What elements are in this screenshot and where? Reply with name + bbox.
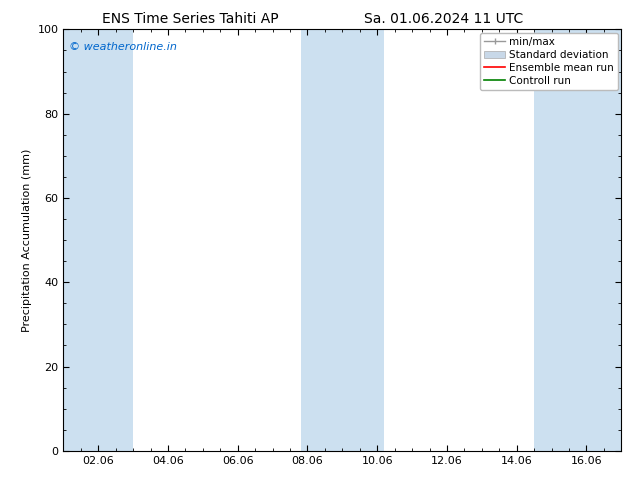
Bar xyxy=(301,29,384,451)
Bar xyxy=(534,29,621,451)
Bar xyxy=(63,29,133,451)
Text: © weatheronline.in: © weatheronline.in xyxy=(69,42,177,52)
Text: Sa. 01.06.2024 11 UTC: Sa. 01.06.2024 11 UTC xyxy=(364,12,524,26)
Legend: min/max, Standard deviation, Ensemble mean run, Controll run: min/max, Standard deviation, Ensemble me… xyxy=(480,32,618,90)
Text: ENS Time Series Tahiti AP: ENS Time Series Tahiti AP xyxy=(102,12,278,26)
Y-axis label: Precipitation Accumulation (mm): Precipitation Accumulation (mm) xyxy=(22,148,32,332)
